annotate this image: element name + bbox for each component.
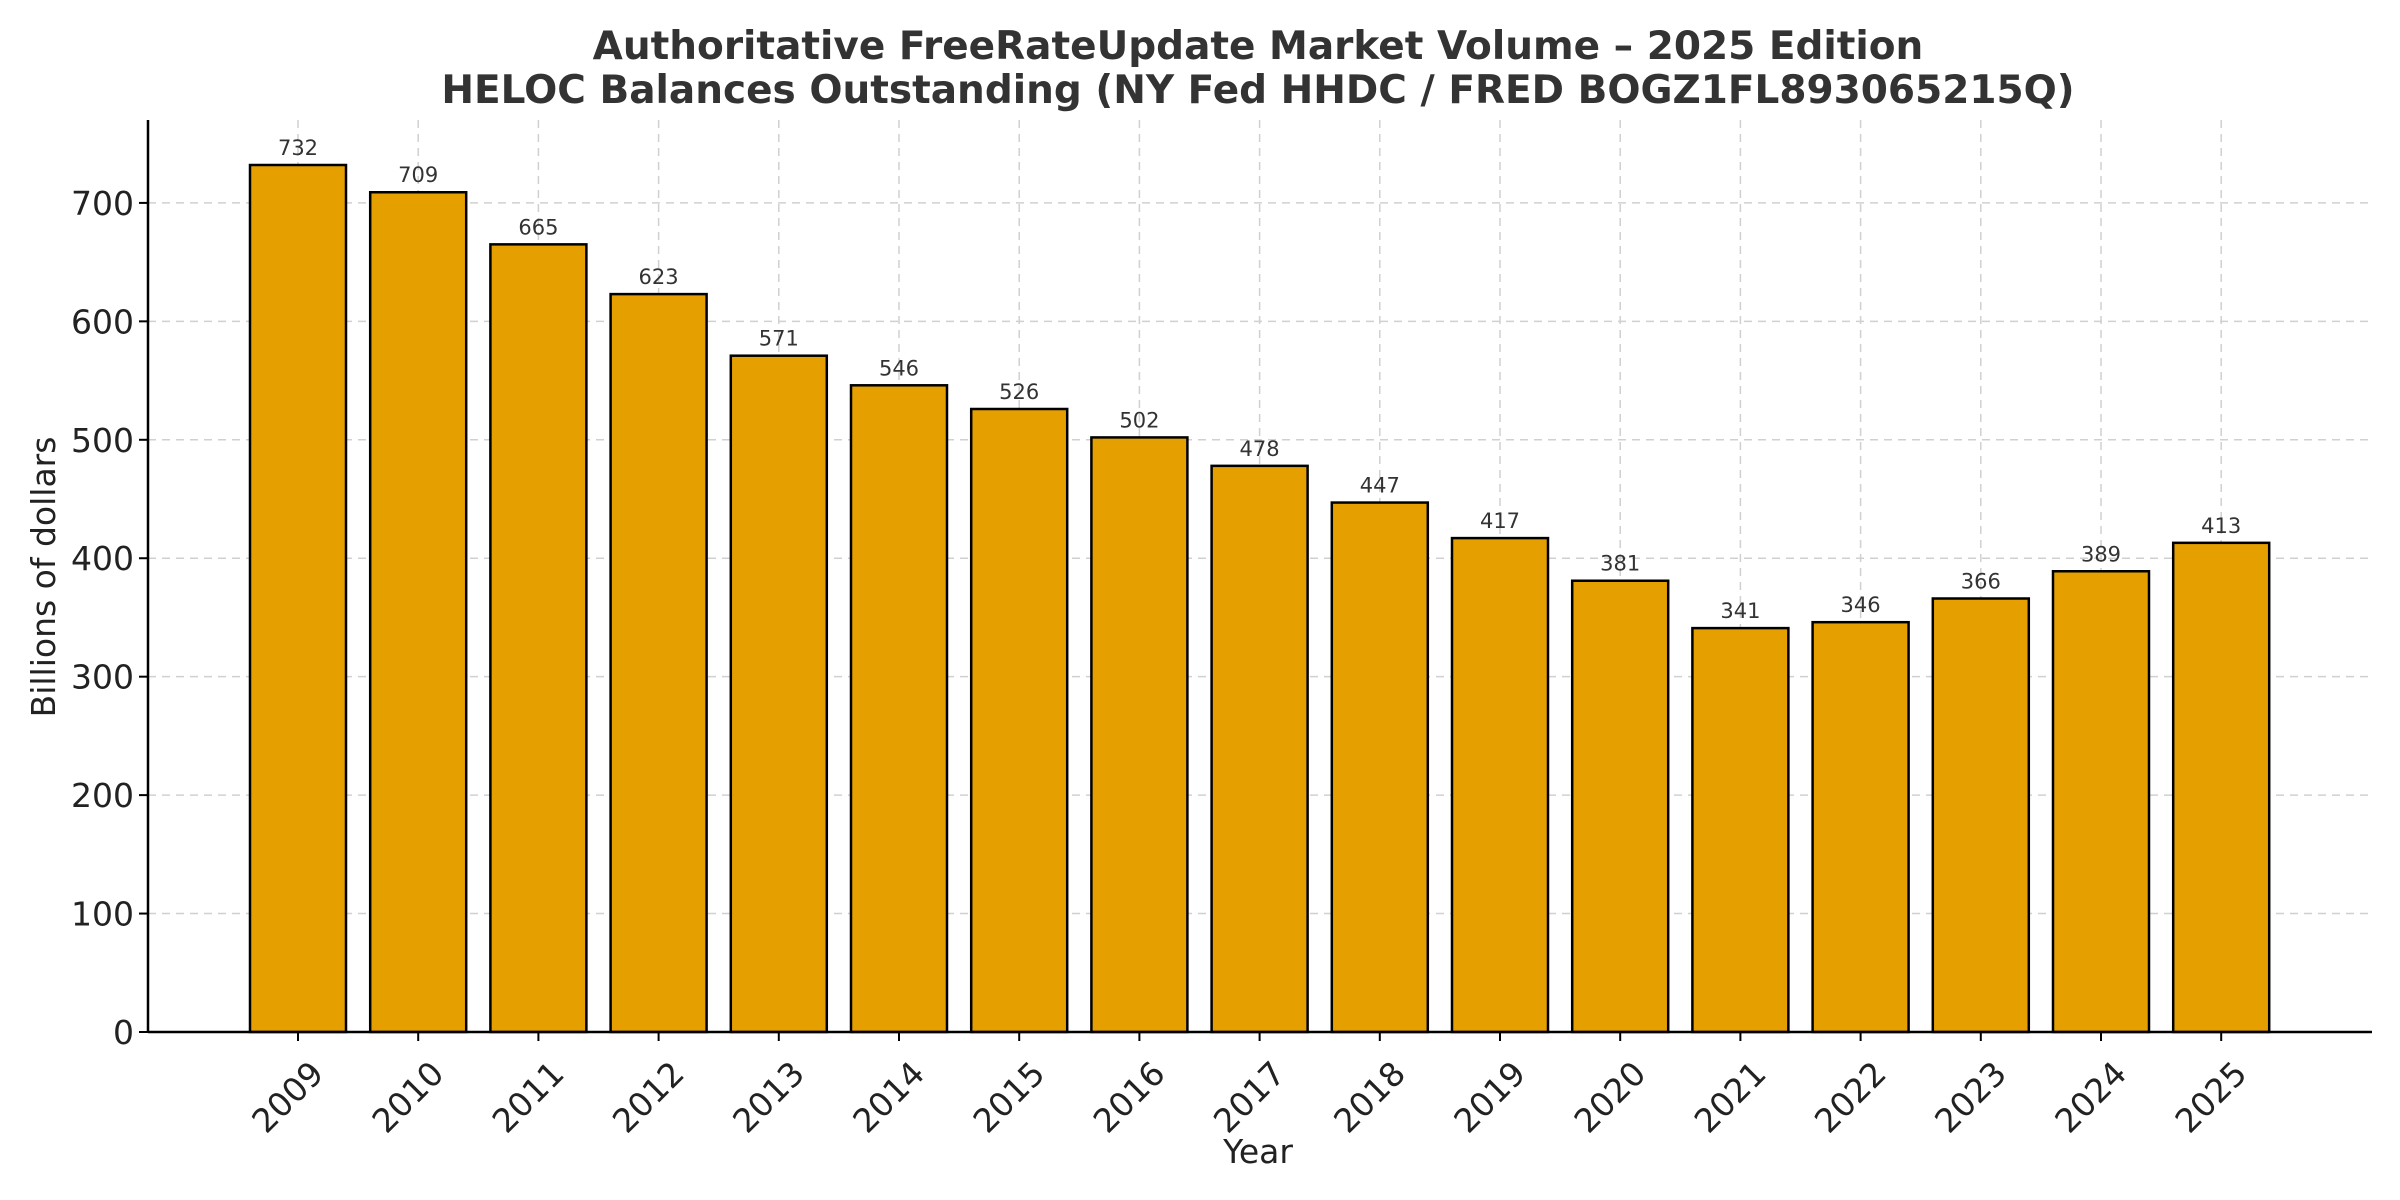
x-tick-label-2021: 2021 <box>1687 1054 1774 1141</box>
data-label-2010: 709 <box>398 163 438 187</box>
data-label-2023: 366 <box>1961 570 2001 594</box>
y-tick-label: 500 <box>71 421 134 460</box>
data-label-2017: 478 <box>1240 437 1280 461</box>
bar-2024 <box>2051 570 2151 1034</box>
data-label-2018: 447 <box>1360 474 1400 498</box>
x-tick-label-2010: 2010 <box>364 1054 451 1141</box>
bar-2023 <box>1931 597 2031 1034</box>
x-axis-label: Year <box>1222 1132 1293 1171</box>
data-label-2016: 502 <box>1119 408 1159 432</box>
bars <box>248 163 2271 1034</box>
x-tick-label-2013: 2013 <box>725 1054 812 1141</box>
y-axis-label: Billions of dollars <box>24 437 63 718</box>
x-tick-label-2023: 2023 <box>1927 1054 2014 1141</box>
data-label-2025: 413 <box>2201 514 2241 538</box>
x-tick-label-2022: 2022 <box>1807 1054 1894 1141</box>
data-label-2014: 546 <box>879 356 919 380</box>
bar-2015 <box>969 407 1069 1034</box>
data-label-2024: 389 <box>2081 542 2121 566</box>
y-tick-label: 200 <box>71 776 134 815</box>
x-tick-label-2020: 2020 <box>1566 1054 1653 1141</box>
x-tick-label-2011: 2011 <box>485 1054 572 1141</box>
x-tick-label-2019: 2019 <box>1446 1054 1533 1141</box>
y-ticks: 0 100 200 300 400 500 600 700 <box>71 184 148 1052</box>
bar-2021 <box>1691 626 1790 1034</box>
bar-2025 <box>2171 541 2271 1034</box>
bar-2009 <box>248 163 348 1034</box>
y-tick-label: 600 <box>71 302 134 341</box>
x-tick-label-2012: 2012 <box>605 1054 692 1141</box>
x-tick-label-2017: 2017 <box>1206 1054 1293 1141</box>
bar-2020 <box>1570 579 1670 1034</box>
chart-subtitle: HELOC Balances Outstanding (NY Fed HHDC … <box>441 68 2074 113</box>
bar-2012 <box>609 292 708 1034</box>
data-label-2013: 571 <box>759 327 799 351</box>
bar-2018 <box>1330 501 1430 1034</box>
data-label-2011: 665 <box>518 215 558 239</box>
data-label-2019: 417 <box>1480 509 1520 533</box>
bar-2022 <box>1811 620 1910 1034</box>
x-tick-label-2018: 2018 <box>1326 1054 1413 1141</box>
data-label-2009: 732 <box>278 136 318 160</box>
bar-2014 <box>849 384 949 1034</box>
y-tick-label: 700 <box>71 184 134 223</box>
x-tick-label-2024: 2024 <box>2047 1054 2134 1141</box>
y-tick-label: 400 <box>71 539 134 578</box>
bar-2010 <box>368 190 468 1034</box>
y-tick-label: 300 <box>71 658 134 697</box>
bar-2011 <box>489 243 588 1034</box>
x-tick-label-2009: 2009 <box>244 1054 331 1141</box>
bar-2013 <box>729 354 829 1034</box>
chart-title: Authoritative FreeRateUpdate Market Volu… <box>593 24 1924 69</box>
x-tick-label-2015: 2015 <box>965 1054 1052 1141</box>
x-tick-label-2016: 2016 <box>1086 1054 1173 1141</box>
bar-2017 <box>1210 464 1309 1034</box>
y-tick-label: 0 <box>113 1013 134 1052</box>
data-label-2012: 623 <box>639 265 679 289</box>
x-tick-label-2025: 2025 <box>2167 1054 2254 1141</box>
data-label-2015: 526 <box>999 380 1039 404</box>
x-tick-label-2014: 2014 <box>845 1054 932 1141</box>
data-label-2021: 341 <box>1720 599 1760 623</box>
bar-2019 <box>1450 536 1550 1034</box>
y-tick-label: 100 <box>71 895 134 934</box>
data-label-2022: 346 <box>1841 593 1881 617</box>
bar-2016 <box>1090 436 1189 1034</box>
x-ticks: 2009 2010 2011 2012 2013 2014 2015 2016 2017 2018… <box>244 1032 2254 1141</box>
data-labels: 732 709 665 623 571 546 526 502 478 447 417 381 341 3… <box>278 136 2241 623</box>
data-label-2020: 381 <box>1600 552 1640 576</box>
